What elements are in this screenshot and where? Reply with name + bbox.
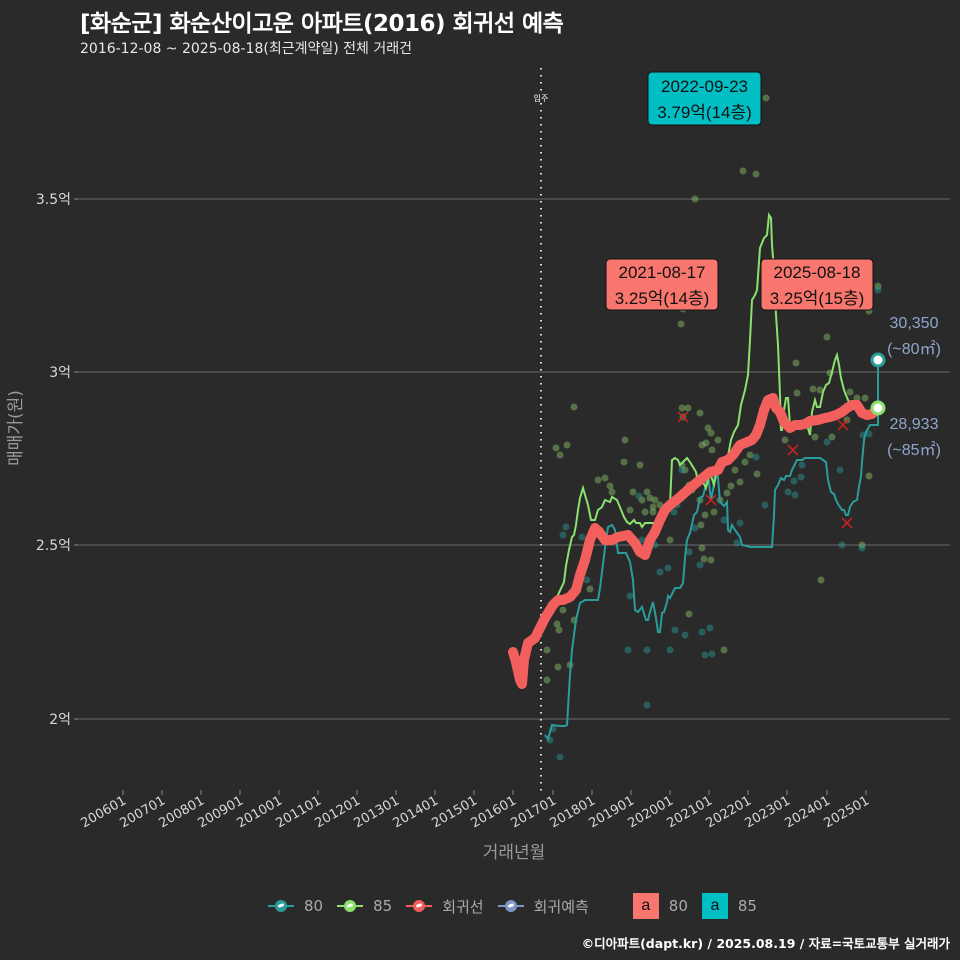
legend-label: 회귀선 bbox=[442, 897, 484, 916]
legend-line-dot-icon bbox=[497, 896, 524, 916]
source-credit: ©디아파트(dapt.kr) / 2025.08.19 / 자료=국토교통부 실… bbox=[581, 936, 950, 951]
legend-label: 85 bbox=[737, 897, 757, 915]
scatter-85 bbox=[543, 94, 882, 684]
highlight-x-markers bbox=[677, 411, 853, 529]
chart-subtitle: 2016-12-08 ~ 2025-08-18(최근계약일) 전체 거래건 bbox=[80, 41, 412, 57]
legend-label: 80 bbox=[668, 897, 688, 915]
regression-line bbox=[508, 393, 883, 689]
legend-item-regression[interactable]: 회귀선 bbox=[406, 896, 484, 917]
legend: 80 85 회귀선 회귀예측 a 80 a 85 bbox=[268, 893, 771, 919]
endpoint-markers bbox=[870, 352, 886, 416]
legend-swatch-80[interactable]: a 80 bbox=[632, 893, 688, 919]
legend-label: 80 bbox=[304, 897, 324, 915]
y-axis-title: 매매가(원) bbox=[6, 390, 26, 466]
x-tick-label: 202301 bbox=[743, 793, 793, 831]
annotation-max-85: 2022-09-23 3.79억(14층) bbox=[647, 71, 762, 126]
end-label-80-area: (~80㎡) bbox=[887, 340, 941, 358]
gridlines bbox=[78, 198, 950, 720]
legend-item-85[interactable]: 85 bbox=[337, 896, 392, 916]
end-labels: 30,350 (~80㎡) 28,933 (~85㎡) bbox=[887, 315, 941, 459]
x-tick-label: 202501 bbox=[822, 793, 872, 831]
legend-line-dot-icon bbox=[268, 896, 294, 916]
annotation-value: 3.79억(14층) bbox=[657, 103, 752, 122]
legend-item-prediction[interactable]: 회귀예측 bbox=[497, 896, 589, 917]
x-tick-label: 201601 bbox=[469, 793, 519, 831]
annotation-date: 2021-08-17 bbox=[619, 263, 706, 282]
legend-label: 회귀예측 bbox=[533, 897, 589, 916]
legend-swatch-85[interactable]: a 85 bbox=[701, 893, 757, 919]
annotation-date: 2022-09-23 bbox=[661, 77, 748, 96]
annotation-value: 3.25억(14층) bbox=[615, 289, 710, 308]
series-80-line bbox=[544, 360, 879, 742]
legend-swatch-icon: a bbox=[701, 893, 728, 919]
end-label-85-area: (~85㎡) bbox=[887, 441, 941, 459]
legend-item-80[interactable]: 80 bbox=[268, 896, 323, 916]
legend-label: 85 bbox=[373, 897, 393, 915]
chart-title: [화순군] 화순산이고운 아파트(2016) 회귀선 예측 bbox=[80, 11, 564, 37]
annotation-value: 3.25억(15층) bbox=[770, 289, 865, 308]
legend-line-dot-icon bbox=[406, 896, 433, 916]
annotation-max-80-a: 2021-08-17 3.25억(14층) bbox=[605, 258, 719, 311]
move-in-marker: 입주 bbox=[531, 68, 551, 795]
annotation-max-80-b: 2025-08-18 3.25억(15층) bbox=[760, 258, 874, 311]
x-axis bbox=[122, 790, 867, 795]
legend-line-dot-icon bbox=[337, 896, 364, 916]
move-in-label: 입주 bbox=[534, 94, 549, 103]
annotation-date: 2025-08-18 bbox=[774, 263, 861, 282]
y-tick-label: 3.5억 bbox=[36, 192, 71, 208]
y-axis: 2억 2.5억 3억 3.5억 매매가(원) bbox=[6, 192, 78, 728]
x-axis-title: 거래년월 bbox=[483, 843, 546, 863]
legend-swatch-icon: a bbox=[632, 893, 659, 919]
y-tick-label: 2억 bbox=[49, 712, 71, 728]
end-label-85-value: 28,933 bbox=[890, 416, 939, 433]
end-label-80-value: 30,350 bbox=[890, 315, 939, 332]
y-tick-label: 3억 bbox=[49, 365, 71, 381]
x-tick-labels: 200601 200701 200801 200901 201001 20110… bbox=[79, 793, 872, 863]
y-tick-label: 2.5억 bbox=[36, 538, 71, 554]
